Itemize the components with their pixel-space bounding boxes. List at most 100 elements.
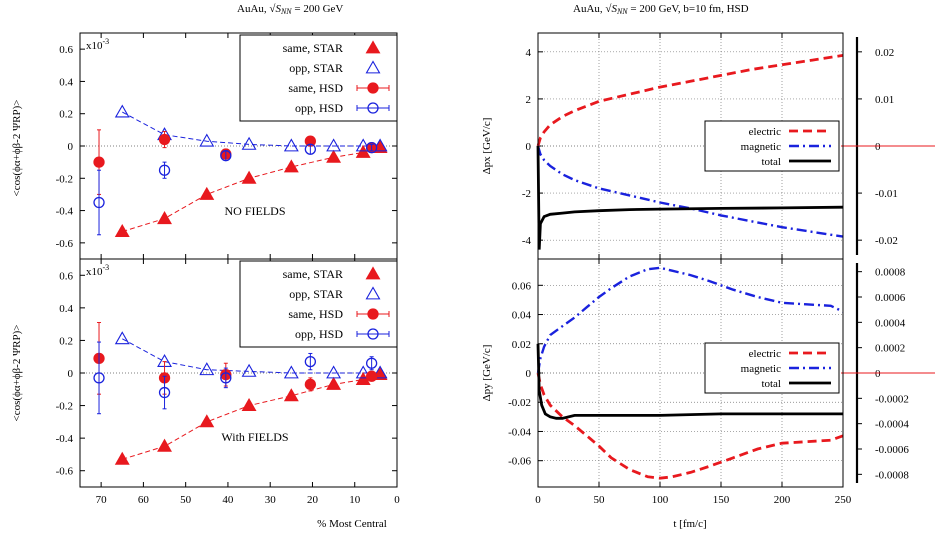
y-tick-label: -0.02 <box>508 397 531 409</box>
series-opp-hsd <box>93 341 378 415</box>
triangle-marker <box>157 438 172 452</box>
y2-tick-label: 0.0006 <box>875 292 906 304</box>
y2-tick-label: 0.01 <box>875 94 894 106</box>
y-axis-label: Δpx [GeV/c] <box>481 118 493 175</box>
x-tick-label: 50 <box>594 494 606 506</box>
legend-label: same, STAR <box>283 267 343 281</box>
open-circle-marker <box>365 357 378 369</box>
y-tick-label: 0.04 <box>512 310 532 322</box>
open-circle-marker <box>304 143 317 155</box>
y2-tick-label: 0 <box>875 141 881 153</box>
legend-label: opp, HSD <box>295 327 343 341</box>
x-tick-label: 10 <box>349 494 361 506</box>
left-title: AuAu, √SNN = 200 GeV <box>237 3 343 15</box>
legend-label: electric <box>749 126 781 138</box>
open-circle-marker <box>220 150 232 162</box>
legend-label: magnetic <box>741 141 781 153</box>
triangle-marker <box>365 40 381 54</box>
open-circle-marker <box>158 386 171 399</box>
y-tick-label: 0 <box>526 368 532 380</box>
y-tick-label: -0.4 <box>56 206 74 218</box>
panel-annotation: With FIELDS <box>221 430 288 444</box>
series-same-star <box>114 140 388 237</box>
series-line <box>122 374 381 460</box>
triangle-marker <box>326 376 342 390</box>
triangle-marker <box>283 159 299 173</box>
series-electric <box>536 54 844 147</box>
legend-label: opp, STAR <box>289 61 343 75</box>
y-tick-label: -2 <box>522 188 531 200</box>
y-tick-label: -0.06 <box>508 456 531 468</box>
y2-tick-label: 0.02 <box>875 47 894 59</box>
series-magnetic <box>536 145 844 238</box>
y-tick-label: 0.4 <box>59 303 73 315</box>
legend-label: same, HSD <box>288 81 343 95</box>
x-tick-label: 0 <box>535 494 541 506</box>
open-circle-marker <box>365 141 378 154</box>
series-opp-hsd <box>93 141 378 236</box>
triangle-marker <box>283 388 299 402</box>
open-triangle-marker <box>114 104 130 118</box>
open-triangle-marker <box>241 136 257 150</box>
scale-label: x10-3 <box>86 263 109 278</box>
left-ylabel-bottom: <cos(ϕα+ϕβ-2 ΨRP)> <box>11 324 23 421</box>
open-triangle-marker <box>199 362 215 376</box>
triangle-marker <box>365 266 381 280</box>
open-triangle-marker <box>372 138 388 152</box>
y-tick-label: 2 <box>526 94 532 106</box>
open-triangle-marker <box>355 138 371 152</box>
circle-marker <box>367 308 379 320</box>
y2-tick-label: -0.0002 <box>875 393 909 405</box>
circle-marker <box>367 82 379 94</box>
legend-label: electric <box>749 348 781 360</box>
open-triangle-marker <box>372 365 388 379</box>
series-electric <box>536 372 844 480</box>
open-circle-marker <box>367 102 379 114</box>
legend-label: same, STAR <box>283 41 343 55</box>
open-circle-marker <box>93 196 105 209</box>
open-circle-marker <box>304 355 317 368</box>
y2-tick-label: -0.02 <box>875 235 898 247</box>
y-tick-label: 0.6 <box>59 44 73 56</box>
y2-tick-label: 0.0008 <box>875 267 906 279</box>
open-triangle-marker <box>365 60 381 74</box>
series-total <box>536 145 844 250</box>
y-tick-label: -4 <box>522 235 532 247</box>
series-line <box>122 338 381 374</box>
y-tick-label: 0.2 <box>59 109 73 121</box>
triangle-marker <box>114 451 130 465</box>
open-triangle-marker <box>199 133 215 147</box>
triangle-marker <box>199 414 215 428</box>
x-tick-label: 60 <box>138 494 150 506</box>
y-tick-label: 0 <box>68 141 74 153</box>
legend-label: total <box>761 378 781 390</box>
open-triangle-marker <box>283 138 299 152</box>
open-triangle-marker <box>326 138 342 152</box>
legend-label: opp, HSD <box>295 101 343 115</box>
open-circle-marker <box>158 164 171 176</box>
panel-bottom-right: 0.06 0.04 0.02 0 -0.02 -0.04 -0.06 0 50 100 150 200… <box>481 259 935 506</box>
y-tick-label: 0.06 <box>512 280 532 292</box>
left-xlabel: % Most Central <box>317 518 387 530</box>
circle-marker <box>158 133 171 146</box>
panel-top-right: 4 2 0 -2 -4 Δpx [GeV/c] 0.02 0.01 0 -0.01 -0.02 ele… <box>481 33 935 259</box>
y-tick-label: -0.04 <box>508 426 531 438</box>
triangle-marker <box>241 170 257 184</box>
x-tick-label: 0 <box>394 494 400 506</box>
panel-annotation: NO FIELDS <box>224 204 285 218</box>
y2-tick-label: -0.0004 <box>875 419 909 431</box>
panel-frame <box>537 258 844 488</box>
triangle-marker <box>199 186 215 200</box>
open-triangle-marker <box>114 331 130 345</box>
triangle-marker <box>355 144 371 158</box>
x-tick-label: 150 <box>713 494 730 506</box>
legend-label: same, HSD <box>288 307 343 321</box>
x-tick-label: 50 <box>180 494 192 506</box>
open-triangle-marker <box>283 365 299 379</box>
x-tick-label: 70 <box>96 494 108 506</box>
y2-tick-label: -0.0008 <box>875 469 909 481</box>
y-tick-label: 0 <box>526 141 532 153</box>
y-tick-label: 0.4 <box>59 76 73 88</box>
y-tick-label: 4 <box>526 47 532 59</box>
